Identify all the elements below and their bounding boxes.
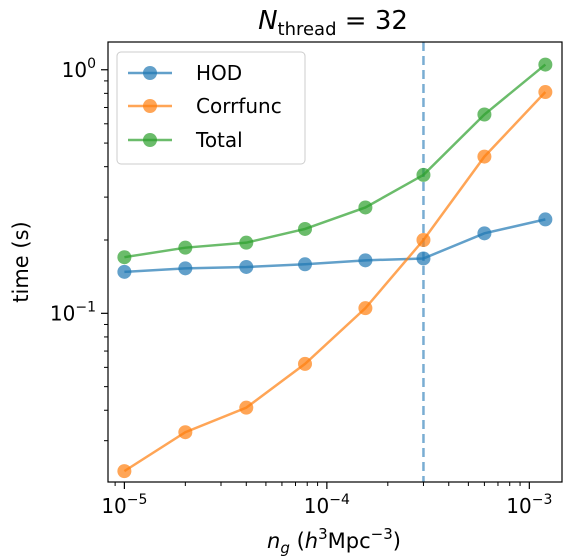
- data-point-total: [239, 235, 254, 250]
- x-axis-label: ng (h3Mpc−3): [267, 525, 401, 557]
- data-point-hod: [538, 212, 553, 227]
- legend-item-total: Total: [128, 128, 243, 152]
- data-point-corrfunc: [239, 400, 254, 415]
- data-point-hod: [358, 253, 373, 268]
- legend-item-hod: HOD: [128, 61, 242, 85]
- legend-item-corrfunc: Corrfunc: [128, 94, 282, 118]
- legend-marker-hod: [143, 66, 157, 80]
- x-tick-label: 10−3: [506, 492, 552, 518]
- data-point-corrfunc: [298, 356, 313, 371]
- x-tick-label: 10−4: [304, 492, 350, 518]
- legend-marker-total: [143, 133, 157, 147]
- data-point-corrfunc: [178, 425, 193, 440]
- data-point-total: [358, 200, 373, 215]
- axes-frame: [107, 41, 563, 483]
- data-point-hod: [477, 226, 492, 241]
- legend: HOD Corrfunc Total: [116, 51, 306, 165]
- y-axis-label: time (s): [9, 221, 33, 302]
- data-point-hod: [416, 251, 431, 266]
- legend-marker-corrfunc: [143, 99, 157, 113]
- axis-ticks: 10−5 10−4 10−3 10−1 100: [50, 56, 552, 518]
- data-point-total: [178, 240, 193, 255]
- plot-area: [117, 42, 553, 482]
- data-point-corrfunc: [477, 149, 492, 164]
- data-point-corrfunc: [416, 233, 431, 248]
- legend-label-hod: HOD: [196, 61, 242, 85]
- data-point-total: [117, 250, 132, 265]
- series-line-total: [124, 63, 547, 259]
- x-tick-label: 10−5: [101, 492, 147, 518]
- y-tick-label: 100: [62, 56, 96, 82]
- legend-box: [116, 51, 306, 165]
- y-tick-label: 10−1: [50, 299, 96, 325]
- data-point-total: [416, 167, 431, 182]
- data-point-total: [538, 57, 553, 72]
- data-point-corrfunc: [358, 301, 373, 316]
- data-point-hod: [239, 259, 254, 274]
- data-point-total: [477, 107, 492, 122]
- data-point-corrfunc: [117, 464, 132, 479]
- data-point-hod: [117, 264, 132, 279]
- legend-label-corrfunc: Corrfunc: [196, 94, 282, 118]
- legend-label-total: Total: [195, 128, 243, 152]
- data-point-hod: [178, 261, 193, 276]
- data-point-hod: [298, 257, 313, 272]
- chart-title: Nthread = 32: [258, 6, 408, 40]
- series-line-hod: [124, 218, 546, 274]
- data-point-corrfunc: [538, 85, 553, 100]
- data-point-total: [298, 221, 313, 236]
- series-line-corrfunc: [123, 91, 547, 473]
